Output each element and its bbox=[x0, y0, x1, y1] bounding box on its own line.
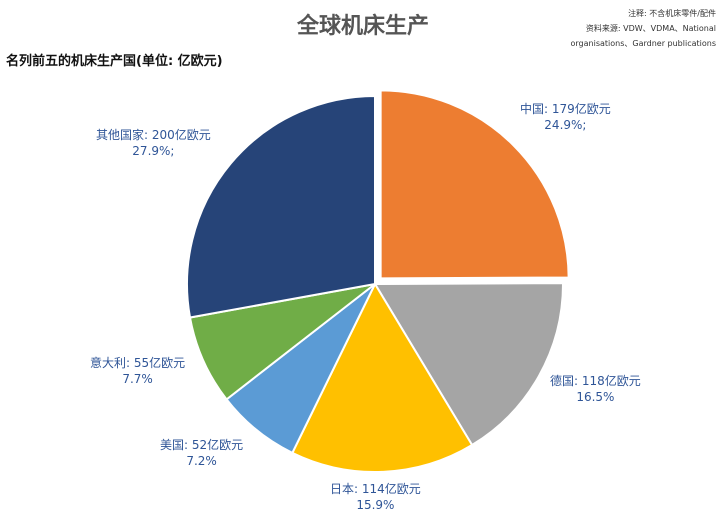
pie-slice-2 bbox=[291, 281, 474, 473]
pie-slice-5 bbox=[186, 94, 376, 319]
slice-label-usa: 美国: 52亿欧元 7.2% bbox=[160, 438, 244, 468]
slice-label-japan: 日本: 114亿欧元 15.9% bbox=[330, 482, 421, 512]
chart-subtitle: 名列前五的机床生产国(单位: 亿欧元) bbox=[6, 54, 223, 69]
chart-title: 全球机床生产 bbox=[296, 14, 429, 39]
pie-slice-1 bbox=[373, 282, 564, 447]
source-note: 注释: 不含机床零件/配件 资料来源: VDW、VDMA、National or… bbox=[571, 6, 717, 51]
note-source-2: organisations、Gardner publications bbox=[570, 39, 717, 48]
slice-label-germany: 德国: 118亿欧元 16.5% bbox=[550, 374, 641, 404]
note-source-1: 资料来源: VDW、VDMA、National bbox=[585, 24, 716, 33]
slice-label-others: 其他国家: 200亿欧元 27.9%; bbox=[96, 128, 211, 158]
note-exclusion: 注释: 不含机床零件/配件 bbox=[628, 9, 716, 18]
slice-label-china: 中国: 179亿欧元 24.9%; bbox=[520, 102, 611, 132]
slice-label-italy: 意大利: 55亿欧元 7.7% bbox=[90, 356, 186, 386]
pie-slice-0 bbox=[379, 89, 570, 280]
